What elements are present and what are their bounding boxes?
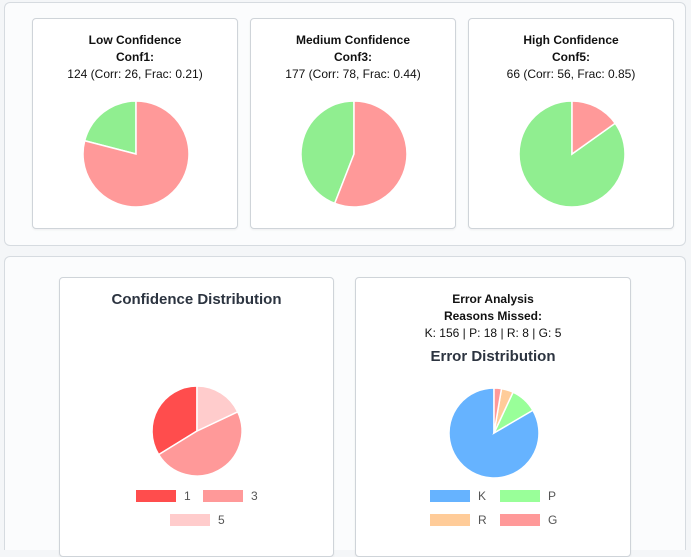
legend-swatch bbox=[170, 514, 210, 526]
low-confidence-subtitle: Conf1: bbox=[116, 50, 154, 64]
pie-slice-g bbox=[493, 387, 503, 434]
legend-swatch bbox=[203, 490, 243, 502]
confidence-distribution-card: Confidence Distribution 1 3 5 bbox=[59, 277, 334, 557]
low-confidence-card: Low Confidence Conf1: 124 (Corr: 26, Fra… bbox=[32, 18, 238, 229]
legend-swatch bbox=[430, 514, 470, 526]
medium-confidence-card: Medium Confidence Conf3: 177 (Corr: 78, … bbox=[250, 18, 456, 229]
legend-label: K bbox=[478, 489, 487, 503]
legend-label: 5 bbox=[218, 513, 225, 527]
high-confidence-pie-chart bbox=[518, 100, 626, 208]
legend-label: P bbox=[548, 489, 557, 503]
pie-slice-incorrect bbox=[82, 100, 190, 208]
error-distribution-pie-chart bbox=[448, 387, 540, 479]
high-confidence-title: High Confidence bbox=[523, 33, 619, 47]
legend-label: 1 bbox=[184, 489, 191, 503]
legend-swatch bbox=[136, 490, 176, 502]
error-distribution-title: Error Distribution bbox=[430, 348, 556, 365]
high-confidence-subtitle: Conf5: bbox=[552, 50, 590, 64]
legend-label: R bbox=[478, 513, 487, 527]
legend-swatch bbox=[500, 514, 540, 526]
pie-slice-3 bbox=[157, 410, 243, 477]
error-analysis-card: Error Analysis Reasons Missed: K: 156 | … bbox=[355, 277, 631, 557]
high-confidence-card: High Confidence Conf5: 66 (Corr: 56, Fra… bbox=[468, 18, 674, 229]
legend-label: G bbox=[548, 513, 558, 527]
error-counts-summary: K: 156 | P: 18 | R: 8 | G: 5 bbox=[424, 326, 562, 340]
confidence-distribution-pie-chart bbox=[151, 385, 243, 477]
legend-label: 3 bbox=[251, 489, 258, 503]
low-confidence-title: Low Confidence bbox=[88, 33, 182, 47]
confidence-distribution-title: Confidence Distribution bbox=[111, 291, 282, 308]
low-confidence-stats: 124 (Corr: 26, Frac: 0.21) bbox=[67, 67, 203, 81]
medium-confidence-subtitle: Conf3: bbox=[334, 50, 372, 64]
pie-slice-correct bbox=[300, 100, 355, 205]
high-confidence-stats: 66 (Corr: 56, Frac: 0.85) bbox=[506, 67, 636, 81]
pie-slice-correct bbox=[83, 100, 137, 155]
medium-confidence-title: Medium Confidence bbox=[295, 33, 410, 47]
pie-slice-incorrect bbox=[333, 100, 408, 208]
pie-slice-5 bbox=[196, 385, 239, 433]
medium-confidence-stats: 177 (Corr: 78, Frac: 0.44) bbox=[285, 67, 421, 81]
error-analysis-heading: Error Analysis bbox=[452, 292, 534, 306]
legend-swatch bbox=[430, 490, 470, 502]
medium-confidence-pie-chart bbox=[300, 100, 408, 208]
reasons-missed-subheading: Reasons Missed: bbox=[443, 309, 543, 323]
low-confidence-pie-chart bbox=[82, 100, 190, 208]
pie-slice-incorrect bbox=[571, 100, 617, 156]
legend-swatch bbox=[500, 490, 540, 502]
